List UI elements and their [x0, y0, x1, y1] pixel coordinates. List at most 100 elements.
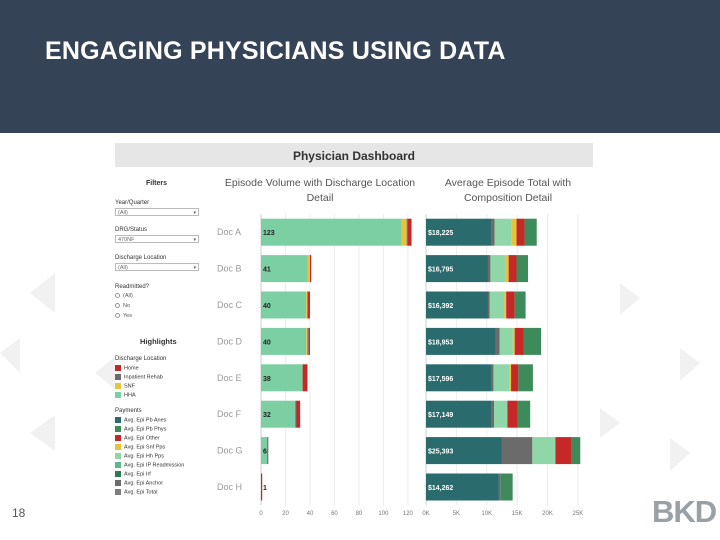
legend-label: Avg. Epi Pb Phys [124, 426, 167, 433]
legend-label: Avg. Epi Total [124, 489, 158, 496]
bar-segment [261, 255, 308, 283]
bar-segment [524, 218, 537, 246]
bar-segment [426, 400, 492, 428]
legend-item-hh-pps[interactable]: Avg. Epi Hh Pps [115, 453, 164, 459]
x-tick-label: 10K [481, 511, 492, 517]
bar-segment [500, 473, 513, 501]
bar-segment [514, 291, 526, 319]
legend-item-snf-pps[interactable]: Avg. Epi Snf Pps [115, 444, 165, 450]
legend-label: Avg. Epi Hh Pps [124, 453, 164, 460]
bar-segment [261, 437, 268, 465]
x-tick-label: 120 [403, 511, 414, 517]
bar-segment [506, 291, 515, 319]
legend-label: Avg. Epi Anchor [124, 480, 164, 487]
category-label: Doc G [217, 446, 243, 456]
bar-segment [307, 327, 309, 355]
year-quarter-select[interactable]: (All) ▾ [115, 208, 199, 216]
discharge-location-value: (All) [118, 265, 128, 271]
bar-segment [493, 364, 510, 392]
bar-segment [491, 364, 494, 392]
data-label: $17,149 [428, 412, 453, 419]
x-tick-label: 60 [331, 511, 338, 517]
slide-header: ENGAGING PHYSICIANS USING DATA [0, 0, 720, 133]
bar-segment [296, 400, 301, 428]
bar-segment [401, 218, 407, 246]
bar-segment [306, 327, 308, 355]
bar-segment [267, 437, 269, 465]
bar-segment [261, 473, 263, 501]
legend-label: Home [124, 365, 139, 372]
discharge-legend-title: Discharge Location [115, 356, 167, 362]
bar-segment [523, 327, 542, 355]
data-label: $18,225 [428, 230, 453, 237]
legend-item-pb-phys[interactable]: Avg. Epi Pb Phys [115, 426, 166, 432]
bar-segment [261, 218, 402, 246]
bar-segment [491, 218, 495, 246]
legend-item-hha[interactable]: HHA [115, 392, 136, 398]
legend-label: Avg. Epi Snf Pps [124, 444, 166, 451]
legend-label: HHA [124, 392, 136, 399]
readmitted-option-no[interactable]: No [115, 303, 130, 309]
legend-item-home[interactable]: Home [115, 365, 139, 371]
year-quarter-value: (All) [118, 210, 128, 216]
legend-item-anchor[interactable]: Avg. Epi Anchor [115, 480, 163, 486]
data-label: $25,393 [428, 449, 453, 456]
bar-segment [498, 473, 501, 501]
x-tick-label: 20K [542, 511, 553, 517]
bar-segment [261, 291, 307, 319]
bar-segment [307, 291, 310, 319]
legend-item-pb-anes[interactable]: Avg. Epi Pb Anes [115, 417, 166, 423]
legend-label: Inpatient Rehab [124, 374, 163, 381]
highlights-heading: Highlights [140, 337, 177, 346]
bar-segment [505, 255, 509, 283]
x-tick-label: 80 [356, 511, 363, 517]
bar-segment [487, 255, 491, 283]
readmitted-label: Readmitted? [115, 284, 150, 290]
legend-swatch [115, 392, 121, 398]
legend-item-other[interactable]: Avg. Epi Other [115, 435, 160, 441]
dashboard-title: Physician Dashboard [115, 143, 593, 167]
legend-item-total[interactable]: Avg. Epi Total [115, 489, 157, 495]
data-label: $18,953 [428, 339, 453, 346]
bar-segment [517, 400, 531, 428]
bar-segment [261, 327, 307, 355]
bar-segment [555, 437, 572, 465]
bar-segment [511, 218, 517, 246]
legend-item-inpatient-rehab[interactable]: Inpatient Rehab [115, 374, 163, 380]
bar-segment [426, 327, 496, 355]
data-label: 123 [263, 230, 275, 237]
legend-swatch [115, 444, 121, 450]
physician-dashboard: Physician Dashboard Filters Year/Quarter… [115, 143, 593, 521]
readmitted-option-yes[interactable]: Yes [115, 313, 132, 319]
bar-segment [426, 291, 488, 319]
legend-label: Avg. Epi Pb Anes [124, 417, 167, 424]
legend-item-snf[interactable]: SNF [115, 383, 135, 389]
bar-segment [426, 437, 502, 465]
category-label: Doc A [217, 227, 241, 237]
bar-segment [295, 400, 297, 428]
data-label: 32 [263, 412, 271, 419]
data-label: $14,262 [428, 485, 453, 492]
discharge-location-select[interactable]: (All) ▾ [115, 263, 199, 271]
bar-segment [426, 255, 488, 283]
data-label: $16,795 [428, 267, 453, 274]
legend-item-irf[interactable]: Avg. Epi Irf [115, 471, 151, 477]
payments-legend-title: Payments [115, 408, 142, 414]
bar-segment [426, 364, 492, 392]
chevron-down-icon: ▾ [193, 265, 196, 271]
filters-heading: Filters [146, 180, 168, 187]
category-label: Doc C [217, 300, 243, 310]
radio-icon [115, 313, 120, 319]
bar-segment [426, 218, 492, 246]
drg-status-select[interactable]: 470NF ▾ [115, 235, 199, 243]
bar-segment [494, 218, 512, 246]
x-tick-label: 5K [453, 511, 460, 517]
readmitted-option-all[interactable]: (All) [115, 293, 133, 299]
legend-item-ip-readmission[interactable]: Avg. Epi IP Readmission [115, 462, 184, 468]
bar-segment [516, 255, 529, 283]
bar-segment [306, 291, 308, 319]
x-tick-label: 15K [512, 511, 523, 517]
bar-segment [309, 255, 312, 283]
legend-swatch [115, 462, 121, 468]
legend-swatch [115, 480, 121, 486]
